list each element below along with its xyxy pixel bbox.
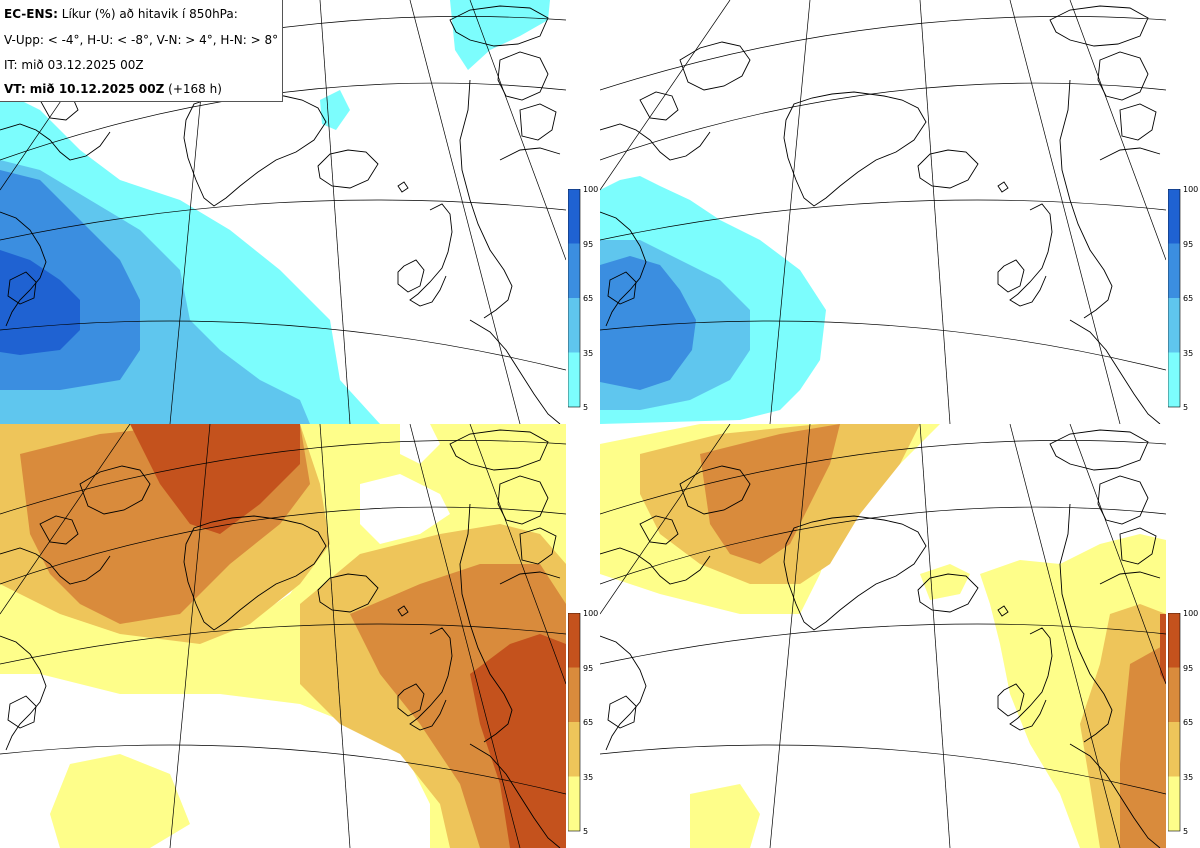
colorbar-warm-legend-right: 100 95 65 35 5 (1168, 609, 1199, 837)
colorbar-tick: 5 (583, 403, 589, 412)
colorbar-tick: 35 (1183, 773, 1194, 782)
colorbar-tick: 65 (1183, 718, 1194, 727)
probability-field-cold-8 (600, 0, 1166, 424)
colorbar-tick: 35 (1183, 349, 1194, 358)
colorbar-tick: 95 (583, 240, 594, 249)
probability-field-warm-8 (600, 424, 1166, 848)
colorbar-tick: 100 (583, 609, 599, 618)
title-line: EC-ENS: Líkur (%) að hitavik í 850hPa: (4, 7, 238, 21)
colorbar-tick: 5 (1183, 403, 1189, 412)
colorbar-tick: 100 (1183, 185, 1199, 194)
colorbar-tick: 5 (1183, 827, 1189, 836)
probability-field-warm-4 (0, 424, 566, 848)
map-panel-cold-8 (600, 0, 1166, 424)
thresholds-line: V-Upp: < -4°, H-U: < -8°, V-N: > 4°, H-N… (4, 33, 279, 47)
title-text: Líkur (%) að hitavik í 850hPa: (61, 7, 238, 21)
model-label: EC-ENS: (4, 7, 58, 21)
colorbar-tick: 35 (583, 349, 594, 358)
colorbar-tick: 65 (583, 294, 594, 303)
colorbar-tick: 35 (583, 773, 594, 782)
colorbar-cold-legend: 100 95 65 35 5 (568, 185, 599, 413)
init-time: IT: mið 03.12.2025 00Z (4, 58, 144, 72)
colorbar-tick: 95 (583, 664, 594, 673)
map-panel-cold-4 (0, 0, 566, 424)
probability-field-cold-4 (0, 0, 566, 424)
lead-time: (+168 h) (168, 82, 222, 96)
map-panel-warm-8 (600, 424, 1166, 848)
valid-time: VT: mið 10.12.2025 00Z (4, 82, 165, 96)
colorbar-tick: 100 (583, 185, 599, 194)
colorbar-tick: 95 (1183, 664, 1194, 673)
colorbar-cold-legend-right: 100 95 65 35 5 (1168, 185, 1199, 413)
colorbar-tick: 95 (1183, 240, 1194, 249)
map-panel-warm-4 (0, 424, 566, 848)
info-legend-box: EC-ENS: Líkur (%) að hitavik í 850hPa: V… (0, 0, 283, 102)
colorbar-tick: 65 (583, 718, 594, 727)
colorbar-warm-legend: 100 95 65 35 5 (568, 609, 599, 837)
colorbar-tick: 65 (1183, 294, 1194, 303)
valid-time-line: VT: mið 10.12.2025 00Z (+168 h) (4, 82, 222, 96)
colorbar-tick: 5 (583, 827, 589, 836)
colorbar-tick: 100 (1183, 609, 1199, 618)
